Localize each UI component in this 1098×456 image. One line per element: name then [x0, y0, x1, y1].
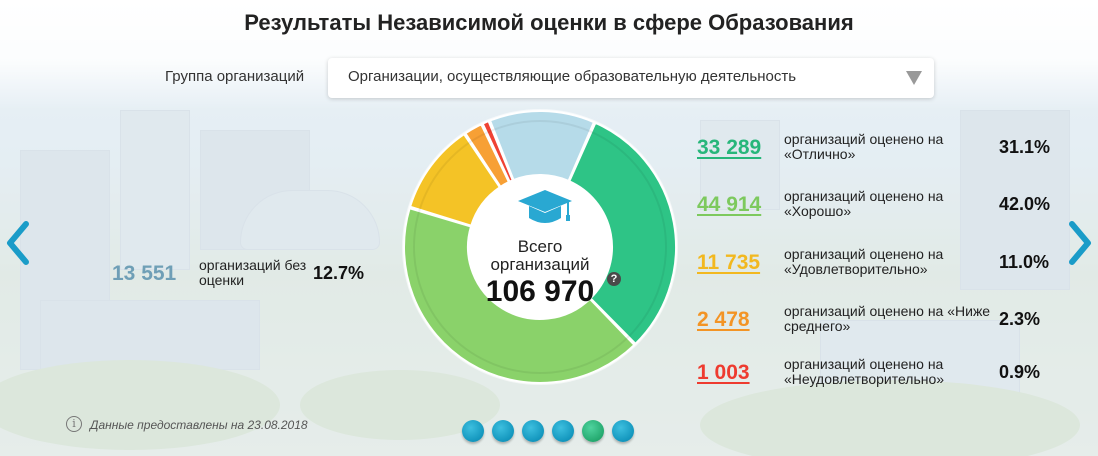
unrated-percent: 12.7% [313, 263, 365, 283]
rating-row-below-average: 2 478 организаций оценено на «Ниже средн… [697, 304, 1077, 344]
pagination-dot[interactable] [582, 420, 604, 442]
select-value: Организации, осуществляющие образователь… [348, 68, 797, 85]
info-icon: i [66, 416, 82, 432]
total-label: Всего организаций [490, 237, 590, 274]
rating-count-link[interactable]: 1 003 [697, 361, 750, 384]
rating-row-satisfactory: 11 735 организаций оценено на «Удовлетво… [697, 247, 1077, 287]
rating-row-good: 44 914 организаций оценено на «Хорошо» 4… [697, 189, 1077, 229]
unrated-desc: организаций без оценки [199, 257, 307, 288]
pagination-dot[interactable] [612, 420, 634, 442]
rating-count-link[interactable]: 11 735 [697, 251, 761, 274]
rating-desc: организаций оценено на «Неудовлетворител… [784, 356, 945, 387]
rating-desc: организаций оценено на «Удовлетворительн… [784, 246, 944, 277]
rating-desc: организаций оценено на «Хорошо» [784, 188, 944, 219]
page-title: Результаты Независимой оценки в сфере Об… [244, 10, 854, 35]
rating-count-link[interactable]: 2 478 [697, 308, 750, 331]
rating-count-link[interactable]: 44 914 [697, 193, 762, 216]
pagination-dot[interactable] [492, 420, 514, 442]
total-value: 106 970 [485, 275, 595, 308]
slide-pagination [462, 420, 642, 444]
graduation-cap-icon [518, 190, 572, 223]
pagination-dot[interactable] [522, 420, 544, 442]
rating-percent: 11.0% [999, 252, 1050, 272]
donut-inner-rim [413, 120, 667, 374]
rating-percent: 2.3% [999, 309, 1041, 329]
chevron-down-icon [906, 71, 922, 85]
donut-slice-0[interactable] [568, 121, 677, 346]
organization-group-select[interactable]: Организации, осуществляющие образователь… [328, 58, 934, 98]
rating-percent: 42.0% [999, 194, 1051, 214]
filter-label: Группа организаций [165, 68, 305, 85]
rating-count-link[interactable]: 33 289 [697, 136, 762, 159]
pagination-dot[interactable] [462, 420, 484, 442]
rating-row-unsatisfactory: 1 003 организаций оценено на «Неудовлетв… [697, 357, 1077, 397]
help-icon[interactable]: ? [607, 272, 621, 286]
unrated-count[interactable]: 13 551 [112, 262, 177, 285]
chevron-left-icon [7, 221, 29, 265]
rating-donut-chart [402, 109, 678, 385]
rating-percent: 31.1% [999, 137, 1051, 157]
next-slide-button[interactable] [1064, 218, 1094, 268]
rating-desc: организаций оценено на «Ниже среднего» [784, 303, 991, 334]
chevron-right-icon [1069, 221, 1091, 265]
pagination-dot[interactable] [552, 420, 574, 442]
donut-center [468, 175, 612, 319]
prev-slide-button[interactable] [4, 218, 34, 268]
rating-percent: 0.9% [999, 362, 1041, 382]
data-date-note: Данные предоставлены на 23.08.2018 [90, 418, 308, 432]
rating-row-excellent: 33 289 организаций оценено на «Отлично» … [697, 132, 1077, 172]
rating-desc: организаций оценено на «Отлично» [784, 131, 944, 162]
